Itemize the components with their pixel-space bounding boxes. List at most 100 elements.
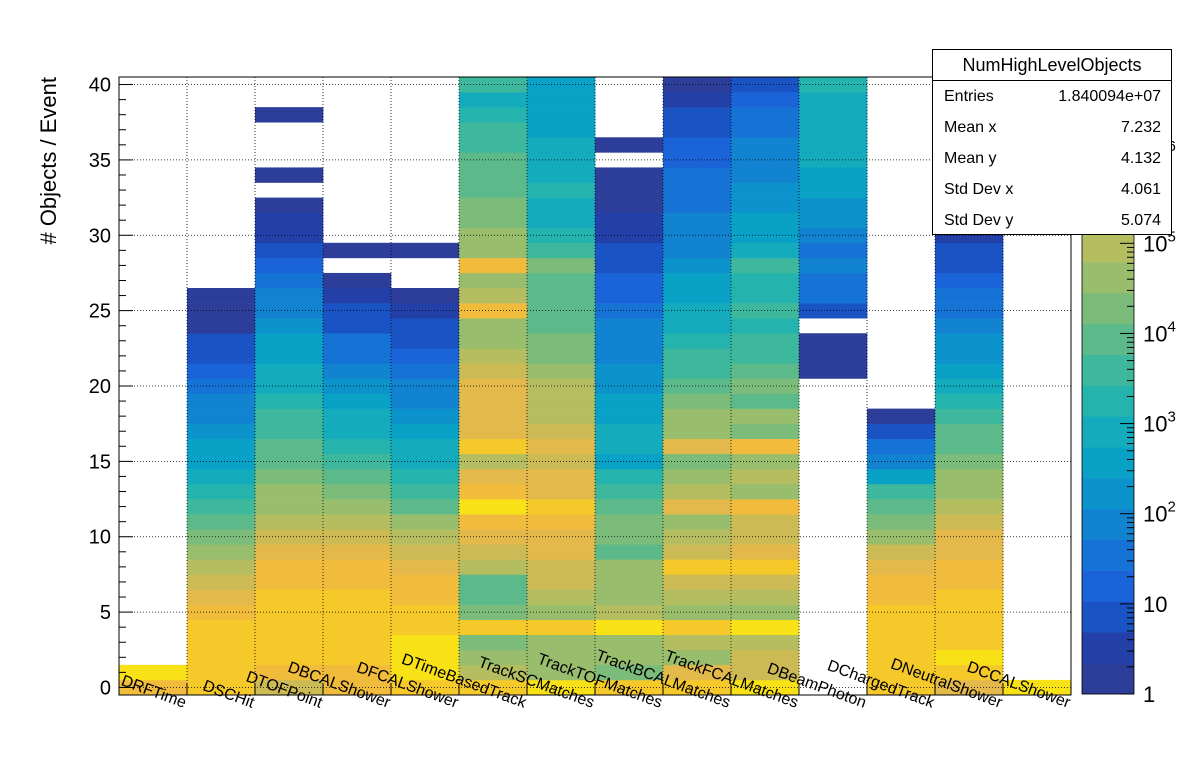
- heatmap-cell: [255, 438, 324, 455]
- heatmap-cell: [731, 77, 800, 93]
- heatmap-cell: [459, 318, 528, 334]
- heatmap-cell: [731, 649, 800, 666]
- heatmap-cell: [187, 423, 256, 440]
- heatmap-cell: [527, 649, 596, 666]
- heatmap-cell: [663, 182, 732, 198]
- stats-row-stddev-x: Std Dev x 4.061: [933, 174, 1171, 205]
- heatmap-cell: [663, 499, 732, 515]
- heatmap-cell: [799, 167, 868, 183]
- heatmap-cell: [799, 107, 868, 123]
- stats-box: NumHighLevelObjects Entries 1.840094e+07…: [932, 49, 1172, 235]
- heatmap-cell: [323, 559, 392, 575]
- heatmap-cell: [459, 393, 528, 409]
- heatmap-cell: [935, 468, 1004, 485]
- heatmap-cell: [799, 288, 868, 304]
- heatmap-cell: [935, 303, 1004, 319]
- heatmap-cell: [459, 363, 528, 379]
- heatmap-cell: [323, 544, 392, 560]
- heatmap-cell: [731, 272, 800, 289]
- heatmap-cell: [255, 529, 324, 545]
- heatmap-cell: [255, 363, 324, 379]
- heatmap-cell: [935, 393, 1004, 409]
- heatmap-cell: [459, 664, 528, 681]
- heatmap-cell: [663, 92, 732, 108]
- stats-label: Mean x: [944, 119, 997, 136]
- heatmap-cell: [595, 242, 664, 259]
- heatmap-cell: [731, 679, 800, 696]
- heatmap-cell: [255, 468, 324, 485]
- heatmap-cell: [459, 212, 528, 229]
- heatmap-cell: [527, 242, 596, 259]
- heatmap-cell: [255, 483, 324, 500]
- heatmap-cell: [255, 348, 324, 364]
- heatmap-cell: [867, 604, 936, 620]
- heatmap-cell: [527, 468, 596, 485]
- heatmap-cell: [935, 559, 1004, 575]
- heatmap-cell: [799, 92, 868, 108]
- stats-row-mean-y: Mean y 4.132: [933, 143, 1171, 174]
- heatmap-cell: [595, 559, 664, 575]
- heatmap-cell: [663, 152, 732, 168]
- heatmap-cell: [595, 468, 664, 485]
- heatmap-cell: [595, 393, 664, 409]
- heatmap-cell: [867, 544, 936, 560]
- heatmap-cell: [527, 122, 596, 138]
- heatmap-cell: [187, 559, 256, 575]
- heatmap-cell: [731, 122, 800, 138]
- heatmap-cell: [255, 257, 324, 274]
- heatmap-cell: [459, 679, 528, 696]
- palette-tick-label: 104: [1143, 318, 1176, 346]
- heatmap-cell: [663, 453, 732, 470]
- heatmap-cell: [595, 438, 664, 455]
- heatmap-cell: [595, 499, 664, 515]
- y-axis: 0 5 10 15 20 25 30 35 40: [89, 75, 133, 699]
- heatmap-cell: [187, 408, 256, 424]
- y-tick-label: 15: [89, 451, 111, 473]
- heatmap-cell: [663, 604, 732, 620]
- heatmap-cell: [935, 288, 1004, 304]
- heatmap-cell: [255, 197, 324, 213]
- heatmap-cell: [527, 77, 596, 93]
- heatmap-cell: [187, 348, 256, 364]
- heatmap-cell: [119, 664, 188, 681]
- heatmap-cell: [799, 257, 868, 274]
- stats-value: 7.232: [1120, 119, 1161, 136]
- heatmap-cell: [935, 529, 1004, 545]
- palette-segment: [1082, 447, 1134, 479]
- heatmap-cell: [255, 423, 324, 440]
- heatmap-cell: [459, 438, 528, 455]
- stats-row-entries: Entries 1.840094e+07: [933, 81, 1171, 112]
- palette-segment: [1082, 323, 1134, 355]
- heatmap-cell: [391, 363, 460, 379]
- heatmap-cell: [391, 589, 460, 605]
- heatmap-cell: [459, 303, 528, 319]
- heatmap-cell: [527, 363, 596, 379]
- stats-label: Entries: [944, 88, 994, 105]
- heatmap-cell: [663, 559, 732, 575]
- heatmap-cell: [255, 272, 324, 289]
- heatmap-cell: [663, 468, 732, 485]
- heatmap-cell: [187, 363, 256, 379]
- heatmap-cell: [527, 604, 596, 620]
- heatmap-cell: [595, 619, 664, 635]
- heatmap-cell: [527, 438, 596, 455]
- y-axis-label: # Objects / Event: [36, 77, 61, 245]
- heatmap-cell: [391, 423, 460, 440]
- heatmap-cell: [527, 167, 596, 183]
- heatmap-cell: [867, 514, 936, 530]
- heatmap-cell: [935, 378, 1004, 394]
- heatmap-cell: [391, 408, 460, 424]
- heatmap-cell: [867, 574, 936, 590]
- heatmap-cell: [663, 574, 732, 590]
- heatmap-cell: [595, 288, 664, 304]
- heatmap-cell: [663, 393, 732, 409]
- heatmap-cell: [187, 468, 256, 485]
- heatmap-cell: [935, 679, 1004, 696]
- heatmap-cell: [799, 182, 868, 198]
- heatmap-cell: [323, 272, 392, 289]
- heatmap-cell: [391, 393, 460, 409]
- heatmap-cell: [255, 679, 324, 696]
- heatmap-cell: [731, 242, 800, 259]
- heatmap-cell: [255, 649, 324, 666]
- heatmap-cell: [323, 408, 392, 424]
